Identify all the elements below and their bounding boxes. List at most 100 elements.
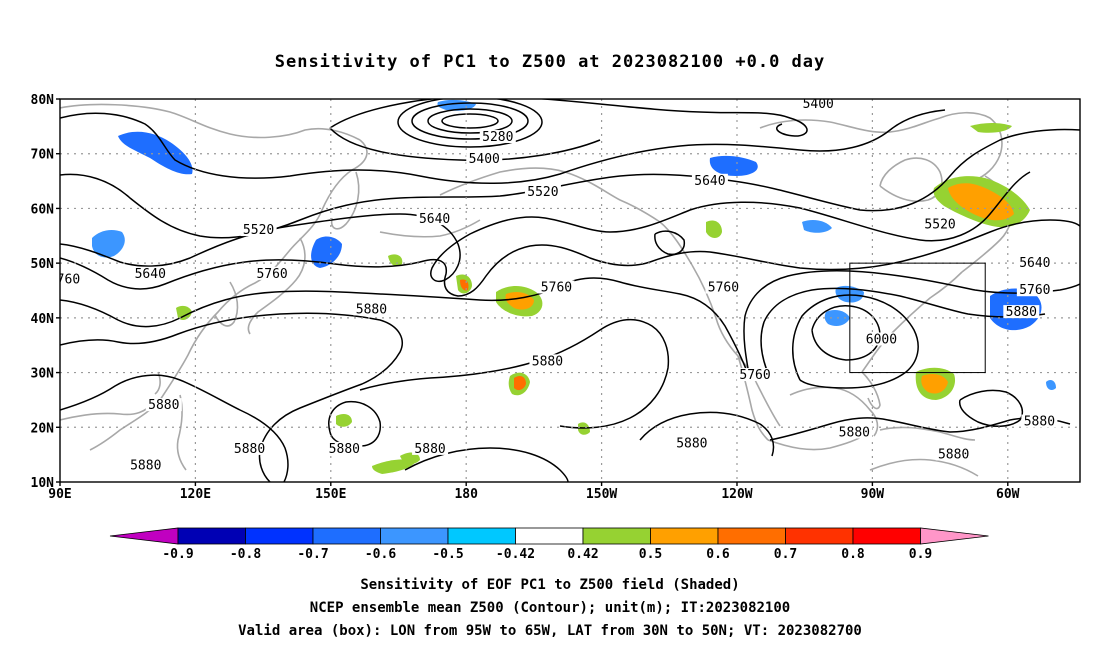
contour-5820-south bbox=[404, 447, 569, 482]
contour-label-bg bbox=[1016, 255, 1053, 269]
contour-label: 5880 bbox=[839, 425, 870, 440]
y-tick-label: 70N bbox=[31, 148, 55, 163]
contour-label-bg bbox=[466, 151, 503, 165]
x-axis: 90E 120E 150E 180 150W 120W 90W 60W bbox=[48, 487, 1019, 502]
contour-labels: 5400 5280 5400 5520 5640 5520 5640 5520 5640 5760… bbox=[60, 99, 1058, 473]
contour-label-bg bbox=[240, 223, 277, 237]
contour-label: 5880 bbox=[938, 447, 969, 462]
contour-5760 bbox=[60, 277, 751, 381]
shading-green-patch bbox=[400, 452, 420, 465]
coastline-taiwan bbox=[154, 371, 161, 395]
coastline-japan bbox=[247, 237, 306, 335]
contour-label: 5880 bbox=[532, 354, 563, 369]
caption-contour: NCEP ensemble mean Z500 (Contour); unit(… bbox=[310, 600, 790, 616]
colorbar-label: 0.42 bbox=[567, 547, 598, 562]
contour-5280-inner bbox=[427, 108, 513, 134]
x-tick-label: 150W bbox=[586, 487, 617, 502]
contour-5280-core bbox=[441, 113, 499, 129]
figure-title: Sensitivity of PC1 to Z500 at 2023082100… bbox=[275, 52, 826, 72]
contour-label: 5760 bbox=[708, 281, 739, 296]
contour-5460 bbox=[60, 109, 946, 184]
coastline-asia-east bbox=[89, 139, 368, 451]
colorbar-label: 0.9 bbox=[909, 547, 932, 562]
colorbar-segment bbox=[312, 527, 381, 545]
contour-label: 5400 bbox=[469, 152, 500, 167]
colorbar-segment bbox=[650, 527, 719, 545]
contour-label-bg bbox=[863, 332, 900, 346]
y-axis: 80N 70N 60N 50N 40N 30N 20N 10N bbox=[31, 93, 55, 491]
contour-label: 5520 bbox=[243, 223, 274, 238]
grid-lines bbox=[60, 99, 1080, 482]
colorbar-segment bbox=[717, 527, 786, 545]
contour-label-bg bbox=[231, 441, 268, 455]
contour-label-bg bbox=[412, 441, 449, 455]
colorbar-segment bbox=[515, 527, 584, 545]
coastline-mexico-west bbox=[755, 381, 781, 427]
colorbar-segment bbox=[785, 527, 854, 545]
shading-orange-patch bbox=[921, 374, 948, 394]
shading-green-patch bbox=[706, 220, 722, 238]
coastline-kamchatka bbox=[330, 171, 360, 230]
y-tick-label: 30N bbox=[31, 367, 55, 382]
contour-label: 5880 bbox=[234, 442, 265, 457]
contour-label: 5760 bbox=[739, 368, 770, 383]
coastline-asia-north bbox=[60, 103, 361, 141]
map-area: 5400 5280 5400 5520 5640 5520 5640 5520 5640 5760… bbox=[31, 93, 1081, 502]
contour-5340 bbox=[397, 99, 543, 148]
shading-orange-patch bbox=[514, 376, 526, 391]
contour-label-bg bbox=[353, 302, 390, 316]
contour-5640-trough bbox=[654, 230, 686, 256]
colorbar-segment bbox=[380, 527, 449, 545]
contour-label: 5880 bbox=[1006, 305, 1037, 320]
contour-label-bg bbox=[416, 212, 453, 226]
colorbar-label: -0.7 bbox=[297, 547, 328, 562]
contour-label: 5880 bbox=[1024, 415, 1055, 430]
contour-5880-central bbox=[359, 318, 670, 429]
y-tick-label: 50N bbox=[31, 257, 55, 272]
contour-label: 5280 bbox=[482, 130, 513, 145]
colorbar-label: 0.8 bbox=[841, 547, 865, 562]
contour-label-bg bbox=[60, 272, 83, 286]
contour-label-bg bbox=[1021, 414, 1058, 428]
contour-label-bg bbox=[524, 184, 561, 198]
contour-label-bg bbox=[479, 130, 516, 144]
x-tick-label: 90E bbox=[48, 487, 71, 502]
contour-label-bg bbox=[538, 280, 575, 294]
contour-label-bg bbox=[132, 266, 169, 280]
contour-label-bg bbox=[922, 217, 959, 231]
contour-label: 5760 bbox=[541, 281, 572, 296]
y-tick-label: 20N bbox=[31, 421, 55, 436]
contour-5820 bbox=[760, 287, 1046, 379]
coastline-gulf-of-mexico bbox=[789, 386, 879, 437]
contour-label: 5880 bbox=[414, 442, 445, 457]
contour-label: 5880 bbox=[676, 436, 707, 451]
contour-label: 5640 bbox=[419, 212, 450, 227]
x-tick-label: 120W bbox=[721, 487, 752, 502]
contour-5880-south bbox=[60, 374, 289, 482]
shading-orange-patch bbox=[948, 183, 1014, 221]
contour-label-bg bbox=[127, 458, 164, 472]
shading-blue-patch bbox=[118, 131, 193, 175]
contour-label: 5520 bbox=[527, 185, 558, 200]
coastline-greenland bbox=[939, 111, 1003, 181]
x-tick-label: 90W bbox=[861, 487, 885, 502]
contour-5880-west bbox=[60, 312, 403, 482]
colorbar-segment bbox=[852, 527, 921, 545]
coastline-south-america bbox=[869, 458, 979, 477]
contour-5280 bbox=[411, 102, 529, 140]
contour-5400-west bbox=[329, 127, 601, 162]
contour-label-bg bbox=[935, 447, 972, 461]
y-tick-label: 10N bbox=[31, 476, 55, 491]
coastline-caribbean bbox=[879, 426, 976, 441]
shading-blue-patch bbox=[802, 220, 832, 233]
colorbar-label: -0.42 bbox=[496, 547, 535, 562]
contour-label-bg bbox=[145, 398, 182, 412]
contour-label: 5760 bbox=[1019, 283, 1050, 298]
contour-label: 5520 bbox=[924, 218, 955, 233]
contour-label-bg bbox=[836, 425, 873, 439]
contour-label-bg bbox=[737, 368, 774, 382]
shading-blue-patch bbox=[311, 236, 342, 268]
x-tick-label: 120E bbox=[180, 487, 211, 502]
contour-label-bg bbox=[673, 436, 710, 450]
